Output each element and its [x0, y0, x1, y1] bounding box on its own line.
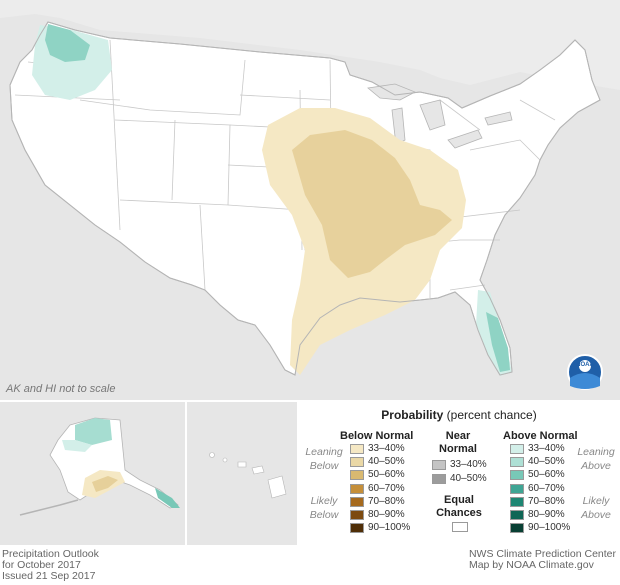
below-normal-label-6: 90–100% [368, 522, 411, 533]
map-scale-note: AK and HI not to scale [6, 383, 116, 395]
below-normal-label-4: 70–80% [368, 496, 405, 507]
below-normal-swatch-5 [350, 510, 364, 520]
above-normal-label-1: 40–50% [528, 456, 565, 467]
below-normal-swatch-3 [350, 484, 364, 494]
below-40-50-region [292, 130, 452, 278]
hawaii-inset [187, 402, 297, 545]
above-normal-label-3: 60–70% [528, 483, 565, 494]
above-normal-swatch-6 [510, 523, 524, 533]
near-normal-swatch-0 [432, 460, 446, 470]
below-normal-swatch-0 [350, 444, 364, 454]
footer-right: NWS Climate Prediction Center Map by NOAA… [468, 548, 616, 571]
above-normal-swatch-0 [510, 444, 524, 454]
below-normal-label-1: 40–50% [368, 456, 405, 467]
near-normal-label-1: 40–50% [450, 473, 487, 484]
equal-chances-swatch [452, 522, 468, 532]
above-normal-label-0: 33–40% [528, 443, 565, 454]
noaa-logo: NOAA [567, 354, 603, 390]
alaska-above-light [62, 440, 92, 452]
below-normal-label-3: 60–70% [368, 483, 405, 494]
above-normal-label-5: 80–90% [528, 509, 565, 520]
above-normal-swatch-3 [510, 484, 524, 494]
near-normal-header-line2: Normal [439, 443, 477, 455]
footer-left: Precipitation Outlook for October 2017 Iss… [2, 548, 99, 582]
below-normal-swatch-6 [350, 523, 364, 533]
legend-title-main: Probability [381, 408, 444, 422]
below-normal-label-0: 33–40% [368, 443, 405, 454]
equal-chances-line2: Chances [436, 507, 482, 519]
alaska-panhandle-above [155, 488, 180, 508]
conus-outline [9, 21, 601, 376]
above-40-50-florida [486, 312, 510, 372]
alaska-above-region [75, 418, 112, 445]
above-40-50-pnw [45, 24, 90, 62]
near-normal-label-0: 33–40% [450, 459, 487, 470]
above-normal-label-2: 50–60% [528, 469, 565, 480]
alaska-below-darker [92, 476, 118, 492]
below-normal-swatch-2 [350, 470, 364, 480]
likely-above-label: Likely Above [581, 495, 611, 521]
below-normal-header: Below Normal [340, 430, 414, 442]
leaning-below-label: Leaning Below [305, 446, 343, 472]
above-normal-swatch-1 [510, 457, 524, 467]
near-normal-header-line1: Near [445, 430, 471, 442]
near-normal-swatch-1 [432, 474, 446, 484]
above-normal-label-6: 90–100% [528, 522, 571, 533]
above-normal-header: Above Normal [503, 430, 578, 442]
below-normal-swatch-4 [350, 497, 364, 507]
canada-region [0, 0, 620, 90]
above-normal-label-4: 70–80% [528, 496, 565, 507]
leaning-above-label: Leaning Above [577, 446, 615, 472]
legend-title: Probability (percent chance) [300, 408, 618, 422]
aleutian-islands [19, 499, 79, 516]
above-normal-swatch-4 [510, 497, 524, 507]
above-normal-swatch-5 [510, 510, 524, 520]
below-normal-label-2: 50–60% [368, 469, 405, 480]
above-normal-swatch-2 [510, 470, 524, 480]
legend-title-sub: (percent chance) [446, 408, 537, 422]
below-normal-label-5: 80–90% [368, 509, 405, 520]
likely-below-label: Likely Below [309, 495, 339, 521]
below-normal-swatch-1 [350, 457, 364, 467]
equal-chances-line1: Equal [444, 494, 474, 506]
hawaii-islands [209, 452, 287, 499]
great-lakes [367, 83, 513, 149]
noaa-logo-text: NOAA [576, 362, 594, 368]
